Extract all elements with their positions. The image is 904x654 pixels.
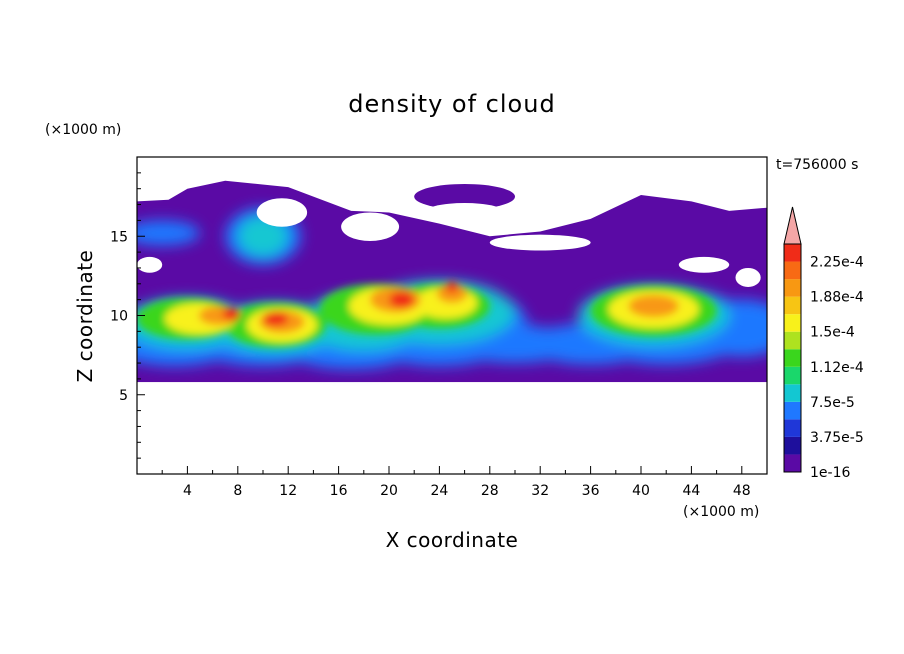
colorbar: 1e-16 3.75e-5 7.5e-5 1.12e-4 1.5e-4 1.88e-4 2.… (783, 206, 864, 481)
colorbar-label: 1.5e-4 (810, 325, 855, 341)
colorbar-label: 1.88e-4 (810, 290, 864, 306)
orange-4 (628, 294, 679, 318)
gap-0 (256, 198, 308, 227)
colorbar-band (784, 366, 801, 385)
x-tick-label: 40 (632, 483, 650, 499)
x-tick-label: 4 (183, 483, 192, 499)
x-tick-label: 8 (233, 483, 242, 499)
colorbar-label: 1e-16 (810, 465, 850, 481)
red-0 (222, 307, 241, 321)
colorbar-label: 3.75e-5 (810, 430, 864, 446)
colorbar-band (784, 261, 801, 280)
colorbar-band (784, 244, 801, 262)
x-axis-title: X coordinate (386, 528, 519, 552)
chart-title: density of cloud (348, 90, 555, 118)
colorbar-label: 1.12e-4 (810, 360, 864, 376)
x-tick-label: 20 (380, 483, 398, 499)
x-tick-label: 36 (582, 483, 600, 499)
x-axis-ticks: 4 8 12 16 20 24 28 32 36 40 44 48 (161, 466, 751, 499)
colorbar-band (784, 436, 801, 455)
colorbar-band (784, 401, 801, 420)
y-unit-label: (×1000 m) (45, 122, 121, 138)
colorbar-band (784, 384, 801, 402)
colorbar-band (784, 454, 801, 472)
colorbar-label: 2.25e-4 (810, 255, 864, 271)
colorbar-band (784, 331, 801, 350)
gap-5 (735, 267, 761, 287)
colorbar-band (784, 279, 801, 297)
colorbar-extend-arrow (783, 206, 802, 245)
gap-3 (489, 234, 591, 251)
x-tick-label: 44 (682, 483, 700, 499)
y-tick-label: 15 (110, 229, 128, 245)
orange-3 (436, 283, 468, 303)
colorbar-band (784, 349, 801, 367)
x-tick-label: 28 (481, 483, 499, 499)
x-tick-label: 24 (430, 483, 448, 499)
band-9 (137, 220, 200, 246)
y-axis-ticks: 5 10 15 (110, 172, 145, 459)
gap-4 (678, 256, 730, 273)
colorbar-label: 7.5e-5 (810, 395, 855, 411)
y-tick-label: 10 (110, 309, 128, 325)
x-tick-label: 32 (531, 483, 549, 499)
colorbar-band (784, 314, 801, 332)
gap-2 (424, 202, 505, 222)
y-axis-title: Z coordinate (73, 250, 97, 383)
upper-patch (414, 183, 515, 210)
red-3 (445, 281, 459, 293)
gap-6 (137, 256, 163, 273)
time-label: t=756000 s (776, 157, 858, 173)
red-1 (263, 311, 289, 326)
red-2 (389, 291, 415, 308)
y-tick-label: 5 (119, 388, 128, 404)
colorbar-band (784, 419, 801, 437)
x-tick-label: 16 (330, 483, 348, 499)
x-unit-label: (×1000 m) (683, 504, 759, 520)
density-field (137, 180, 767, 383)
colorbar-band (784, 296, 801, 315)
gap-1 (341, 212, 400, 242)
colorbar-frame (783, 243, 802, 473)
x-tick-label: 48 (733, 483, 751, 499)
x-tick-label: 12 (279, 483, 297, 499)
